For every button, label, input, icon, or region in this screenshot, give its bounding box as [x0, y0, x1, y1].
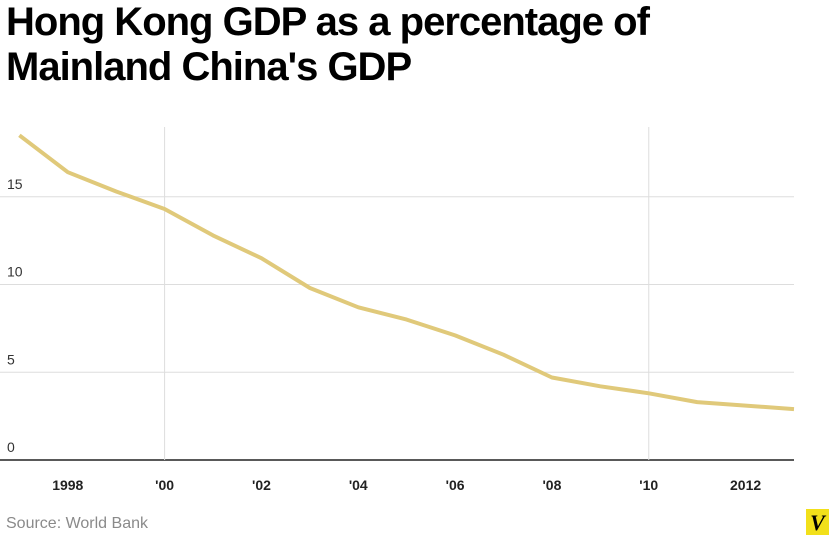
x-tick-label: '00: [155, 477, 174, 493]
y-axis-tick-labels: 0 5 10 15: [7, 176, 23, 455]
series-line: [18, 133, 795, 412]
y-tick-label: 10: [7, 264, 23, 280]
x-tick-label: 2012: [730, 477, 761, 493]
x-tick-label: '08: [542, 477, 561, 493]
y-tick-label: 0: [7, 439, 15, 455]
brand-logo: V: [806, 509, 829, 535]
x-tick-label: '04: [349, 477, 368, 493]
series-lines: [18, 133, 795, 412]
source-note: Source: World Bank: [6, 515, 148, 532]
x-tick-label: '02: [252, 477, 271, 493]
y-tick-label: 15: [7, 176, 23, 192]
x-tick-label: '10: [639, 477, 658, 493]
logo-background: [806, 509, 829, 535]
y-tick-label: 5: [7, 351, 15, 367]
x-axis-tick-labels: 1998 '00 '02 '04 '06 '08 '10 2012: [52, 477, 761, 493]
chart-title: Hong Kong GDP as a percentage of Mainlan…: [6, 0, 650, 89]
logo-letter: V: [810, 510, 827, 535]
x-tick-label: '06: [446, 477, 465, 493]
vertical-gridlines: [164, 127, 650, 460]
x-tick-label: 1998: [52, 477, 83, 493]
horizontal-gridlines: [0, 196, 794, 461]
